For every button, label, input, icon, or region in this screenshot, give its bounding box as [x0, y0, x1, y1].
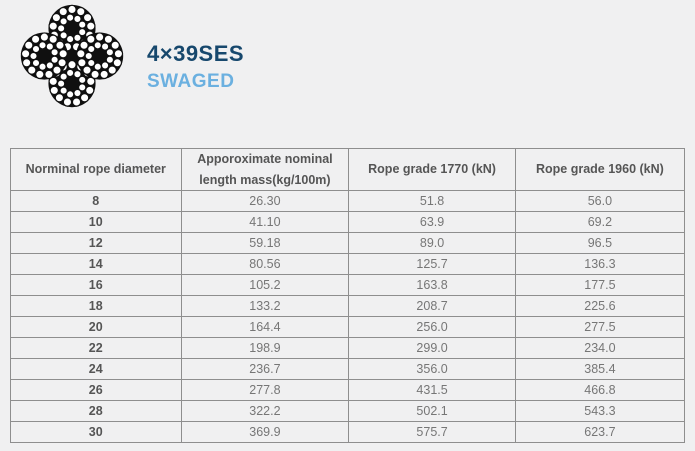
cell-value: 198.9 — [180, 337, 350, 360]
cell-value: 543.3 — [514, 400, 686, 423]
table-row: 16 105.2 163.8 177.5 — [10, 274, 686, 297]
cell-value: 208.7 — [348, 295, 516, 318]
cell-diameter: 30 — [10, 421, 182, 444]
cell-value: 256.0 — [348, 316, 516, 339]
cell-value: 236.7 — [180, 358, 350, 381]
table-row: 30 369.9 575.7 623.7 — [10, 421, 686, 444]
cell-value: 133.2 — [180, 295, 350, 318]
table-header-row: Norminal rope diameter Apporoximate nomin… — [10, 147, 686, 192]
cell-value: 502.1 — [348, 400, 516, 423]
table-row: 8 26.30 51.8 56.0 — [10, 190, 686, 213]
cell-diameter: 14 — [10, 253, 182, 276]
cell-value: 277.5 — [514, 316, 686, 339]
column-header: Apporoximate nominal length mass(kg/100m… — [180, 147, 350, 192]
cell-diameter: 22 — [10, 337, 182, 360]
cell-diameter: 16 — [10, 274, 182, 297]
cell-value: 623.7 — [514, 421, 686, 444]
rope-cross-section-image — [20, 4, 124, 108]
cell-value: 96.5 — [514, 232, 686, 255]
cell-value: 26.30 — [180, 190, 350, 213]
cell-value: 125.7 — [348, 253, 516, 276]
cell-value: 105.2 — [180, 274, 350, 297]
product-subtitle: SWAGED — [147, 71, 235, 92]
cell-value: 56.0 — [514, 190, 686, 213]
cell-value: 63.9 — [348, 211, 516, 234]
column-header: Rope grade 1770 (kN) — [348, 147, 516, 192]
cell-value: 385.4 — [514, 358, 686, 381]
product-title: 4×39SES — [147, 41, 245, 66]
cell-value: 51.8 — [348, 190, 516, 213]
table-row: 14 80.56 125.7 136.3 — [10, 253, 686, 276]
cell-value: 41.10 — [180, 211, 350, 234]
cell-value: 136.3 — [514, 253, 686, 276]
cell-value: 299.0 — [348, 337, 516, 360]
cell-value: 89.0 — [348, 232, 516, 255]
cell-diameter: 24 — [10, 358, 182, 381]
cell-value: 466.8 — [514, 379, 686, 402]
table-row: 12 59.18 89.0 96.5 — [10, 232, 686, 255]
cell-value: 575.7 — [348, 421, 516, 444]
cell-value: 177.5 — [514, 274, 686, 297]
cell-value: 234.0 — [514, 337, 686, 360]
table-row: 20 164.4 256.0 277.5 — [10, 316, 686, 339]
cell-value: 69.2 — [514, 211, 686, 234]
cell-diameter: 28 — [10, 400, 182, 423]
cell-value: 322.2 — [180, 400, 350, 423]
cell-value: 356.0 — [348, 358, 516, 381]
table-row: 28 322.2 502.1 543.3 — [10, 400, 686, 423]
cell-diameter: 26 — [10, 379, 182, 402]
table-row: 18 133.2 208.7 225.6 — [10, 295, 686, 318]
column-header: Norminal rope diameter — [10, 147, 182, 192]
cell-diameter: 12 — [10, 232, 182, 255]
cell-value: 431.5 — [348, 379, 516, 402]
table-row: 26 277.8 431.5 466.8 — [10, 379, 686, 402]
cell-value: 277.8 — [180, 379, 350, 402]
table-row: 24 236.7 356.0 385.4 — [10, 358, 686, 381]
cell-diameter: 20 — [10, 316, 182, 339]
cell-diameter: 8 — [10, 190, 182, 213]
cell-value: 164.4 — [180, 316, 350, 339]
rope-spec-table: Norminal rope diameter Apporoximate nomin… — [10, 147, 686, 444]
cell-value: 163.8 — [348, 274, 516, 297]
table-row: 22 198.9 299.0 234.0 — [10, 337, 686, 360]
cell-diameter: 10 — [10, 211, 182, 234]
cell-value: 225.6 — [514, 295, 686, 318]
cell-value: 59.18 — [180, 232, 350, 255]
table-row: 10 41.10 63.9 69.2 — [10, 211, 686, 234]
wire-rope-icon — [20, 4, 124, 108]
cell-value: 80.56 — [180, 253, 350, 276]
column-header: Rope grade 1960 (kN) — [514, 147, 686, 192]
cell-diameter: 18 — [10, 295, 182, 318]
cell-value: 369.9 — [180, 421, 350, 444]
